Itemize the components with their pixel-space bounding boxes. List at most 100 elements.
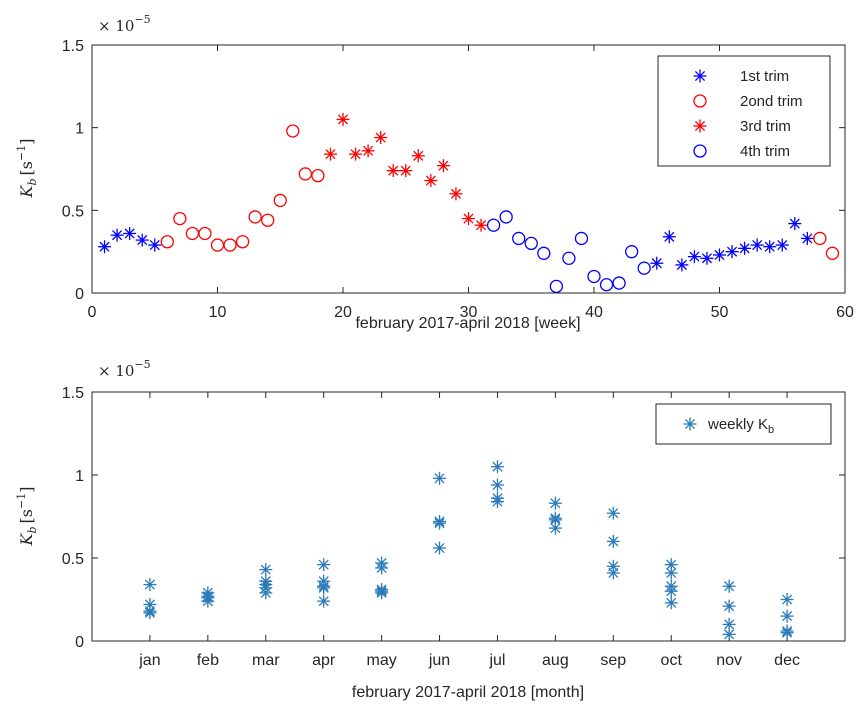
weekly-legend-label: 3rd trim [740, 118, 791, 135]
monthly-point [433, 471, 447, 485]
weekly-legend-label: 1st trim [740, 68, 789, 85]
weekly-y-tick-label: 1.5 [62, 38, 84, 55]
monthly-point [317, 581, 331, 595]
monthly-point [722, 579, 736, 593]
monthly-legend-marker [683, 417, 697, 431]
weekly-point [738, 241, 752, 255]
monthly-point [375, 561, 389, 575]
weekly-point [123, 226, 137, 240]
weekly-point [323, 147, 337, 161]
weekly-point [235, 235, 250, 249]
weekly-point [286, 124, 300, 138]
weekly-point [474, 218, 488, 232]
weekly-point [587, 269, 601, 284]
monthly-point [490, 478, 504, 492]
weekly-point [160, 235, 174, 249]
weekly-multiplier: × 10−5 [98, 13, 151, 35]
monthly-point [664, 596, 678, 610]
monthly-y-tick-label: 1 [75, 468, 84, 485]
monthly-x-tick-label: jul [488, 652, 505, 669]
weekly-point [713, 248, 726, 262]
weekly-legend-marker [693, 69, 707, 83]
monthly-x-tick-label: aug [542, 652, 569, 669]
monthly-legend-label: weekly Kb [707, 416, 774, 436]
weekly-point [612, 276, 626, 290]
monthly-x-tick-label: nov [716, 652, 742, 669]
weekly-points [98, 112, 840, 294]
monthly-x-tick-label: apr [312, 652, 336, 669]
monthly-point [375, 586, 389, 600]
weekly-point [512, 231, 526, 246]
weekly-multiplier-base: × 10 [98, 17, 134, 35]
weekly-point [800, 231, 814, 245]
monthly-y-tick-label: 1.5 [62, 385, 84, 402]
weekly-legend-marker [693, 144, 707, 158]
monthly-point [664, 584, 678, 598]
monthly-points-sep [606, 506, 620, 580]
monthly-point [259, 586, 273, 600]
weekly-point [411, 149, 425, 163]
weekly-axes-frame [91, 44, 846, 294]
monthly-multiplier: × 10−5 [98, 358, 151, 380]
weekly-point [424, 174, 438, 188]
weekly-x-tick-label: 10 [209, 304, 227, 321]
weekly-x-tick-label: 0 [88, 304, 97, 321]
weekly-point [386, 164, 400, 178]
weekly-y-tick-label: 0.5 [62, 203, 84, 220]
weekly-legend-marker [693, 119, 707, 133]
monthly-points-aug [548, 496, 562, 535]
weekly-point [248, 210, 262, 224]
weekly-point [537, 246, 551, 260]
monthly-legend-label-sub: b [768, 424, 774, 436]
monthly-points [143, 460, 794, 641]
weekly-legend: 1st trim 2ond trim 3rd trim 4th trim [657, 55, 831, 167]
weekly-x-tick-label: 60 [836, 304, 854, 321]
monthly-point [664, 566, 678, 580]
monthly-y-label: Kb [s−1] [15, 487, 39, 547]
weekly-point [185, 226, 200, 241]
weekly-point [700, 251, 714, 265]
monthly-points-jul [490, 460, 504, 509]
weekly-point [273, 193, 287, 208]
monthly-point [143, 578, 157, 592]
weekly-point [399, 164, 413, 178]
weekly-point [562, 251, 576, 265]
monthly-legend-label-main: weekly K [707, 416, 768, 433]
monthly-point [722, 627, 736, 641]
monthly-points-nov [722, 579, 736, 641]
monthly-point [548, 496, 562, 510]
weekly-series-3 [323, 112, 488, 232]
monthly-y-label-unit: [s [17, 509, 36, 523]
monthly-point [780, 609, 794, 623]
monthly-x-tick-label: jun [428, 652, 450, 669]
monthly-y-tick-label: 0.5 [62, 551, 84, 568]
monthly-x-tick-label: feb [197, 652, 219, 669]
weekly-y-tick-label: 1 [75, 121, 84, 138]
weekly-point [637, 261, 651, 275]
weekly-x-tick-label: 40 [585, 304, 603, 321]
monthly-x-tick-label: jan [138, 652, 160, 669]
weekly-series-2 [160, 124, 840, 260]
weekly-point [625, 245, 639, 259]
monthly-point [780, 626, 794, 640]
monthly-point [548, 521, 562, 535]
weekly-y-label-unit: [s [17, 161, 36, 175]
weekly-point [148, 238, 162, 252]
weekly-y-label-close: ] [17, 139, 36, 145]
monthly-point [433, 541, 447, 555]
monthly-point [259, 563, 273, 577]
weekly-point [336, 112, 350, 126]
weekly-legend-label: 2ond trim [740, 93, 803, 110]
monthly-y-label-exp: −1 [15, 493, 28, 509]
monthly-multiplier-base: × 10 [98, 362, 134, 380]
monthly-axes-frame [91, 391, 846, 642]
weekly-y-label-sub: b [26, 178, 39, 185]
weekly-point [449, 187, 463, 201]
monthly-y-tick-label: 0 [75, 634, 84, 651]
monthly-point [317, 594, 331, 608]
weekly-point [675, 258, 689, 272]
monthly-x-label: february 2017-april 2018 [month] [352, 684, 584, 701]
weekly-point [173, 211, 187, 226]
weekly-x-tick-label: 20 [334, 304, 352, 321]
